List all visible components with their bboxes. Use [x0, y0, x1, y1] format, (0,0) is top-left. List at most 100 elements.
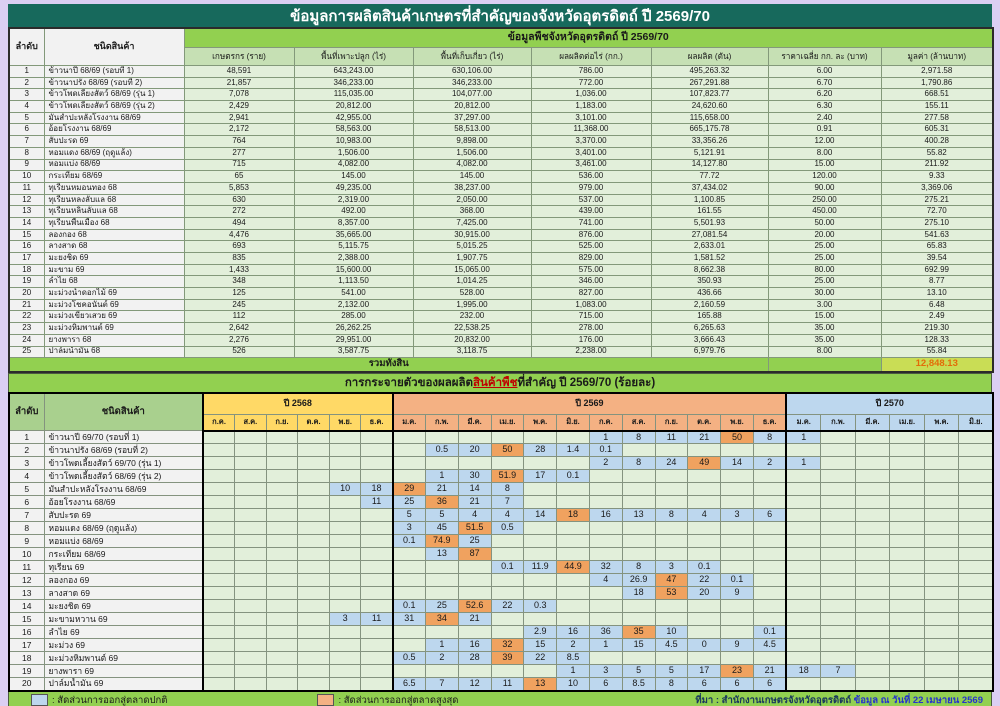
month-value	[752, 495, 787, 510]
product-name: มะม่วงโชคอนันต์ 69	[43, 298, 185, 312]
distribution-title-prefix: การกระจายตัวของผลผลิต	[344, 376, 474, 389]
month-value	[234, 547, 267, 562]
month-value: 1.4	[556, 443, 590, 458]
month-value: 26.9	[621, 573, 656, 588]
year-group-header: ปี 2568	[202, 392, 394, 415]
normal-market-label: : สัดส่วนการออกสู่ตลาดปกติ	[52, 694, 168, 706]
month-value	[687, 521, 722, 536]
month-value	[923, 599, 960, 614]
month-value	[297, 521, 330, 536]
table-row: 1 ข้าวนาปี 68/69 (รอบที่ 1) 48,591 643,243.…	[8, 65, 994, 78]
month-value	[391, 560, 426, 575]
production-value: 525.00	[530, 240, 652, 253]
table-row: 5 มันสำปะหลังโรงงาน 68/69 2,941 42,955.00 37…	[8, 111, 994, 125]
table-row: 25 ปาล์มน้ำมัน 68 526 3,587.75 3,118.75 2,238…	[8, 345, 994, 359]
month-header: ก.พ.	[424, 413, 459, 432]
month-value	[202, 677, 236, 692]
month-value: 5	[621, 664, 656, 679]
month-value	[424, 664, 459, 679]
month-value	[889, 638, 925, 653]
production-value: 277.58	[880, 111, 994, 125]
month-value: 34	[424, 612, 459, 627]
production-table: ลำดับ ชนิดสินค้า ข้อมูลพืชจังหวัดอุตรดิต…	[8, 27, 994, 373]
month-value	[328, 495, 362, 510]
month-value	[854, 469, 891, 484]
month-value: 4	[588, 573, 623, 588]
production-value: 278.00	[530, 322, 652, 335]
product-name: ลองกอง 68	[43, 228, 185, 242]
production-value: 1,113.50	[293, 275, 414, 289]
month-value	[958, 456, 994, 471]
production-value: 2,172	[183, 123, 295, 137]
production-subheader-row: เกษตรกร (ราย) พื้นที่เพาะปลูก (ไร่) พื้น…	[9, 47, 994, 66]
month-header: ก.ย.	[654, 413, 689, 432]
month-value	[234, 664, 267, 679]
product-name: มะขามหวาน 69	[43, 612, 204, 627]
month-value	[720, 443, 754, 458]
month-value: 11	[360, 612, 394, 627]
month-value	[654, 521, 689, 536]
production-value: 2,971.58	[880, 65, 994, 78]
production-value: 21,857	[183, 76, 295, 90]
production-value: 15.00	[767, 158, 882, 172]
production-value: 9.33	[880, 170, 994, 183]
month-value: 1	[424, 469, 459, 484]
month-value: 22	[490, 599, 525, 614]
month-value	[457, 430, 492, 445]
product-name: ข้าวโพดเลี้ยงสัตว์ 68/69 (รุ่น 1)	[43, 88, 185, 102]
month-value: 14	[720, 456, 754, 471]
month-value	[265, 495, 299, 510]
month-value	[654, 482, 689, 497]
row-number: 19	[8, 275, 45, 289]
production-value: 526	[183, 345, 295, 359]
month-value	[391, 547, 426, 562]
row-number: 11	[8, 181, 45, 195]
column-header-harvested-area: พื้นที่เก็บเกี่ยว (ไร่)	[412, 47, 532, 66]
row-number: 7	[8, 135, 45, 148]
month-value	[687, 495, 722, 510]
month-value	[687, 547, 722, 562]
month-value	[958, 599, 994, 614]
table-row: 20 ปาล์มน้ำมัน 69 6.5 7 12 11 13 10 6 8.5 8 6 6 6	[8, 677, 994, 692]
month-value: 15	[621, 638, 656, 653]
month-value	[457, 456, 492, 471]
production-value: 827.00	[530, 287, 652, 300]
month-value	[588, 586, 623, 601]
month-value: 24	[654, 456, 689, 471]
month-value	[889, 586, 925, 601]
month-value	[234, 586, 267, 601]
production-value: 245	[183, 298, 295, 312]
month-value: 2	[752, 456, 787, 471]
column-header-output: ผลผลิต (ตัน)	[650, 47, 769, 66]
month-value	[785, 443, 822, 458]
month-value	[424, 430, 459, 445]
month-value	[523, 482, 558, 497]
peak-market-swatch	[317, 694, 335, 706]
month-value: 0.3	[523, 599, 558, 614]
month-value	[752, 612, 787, 627]
month-value	[720, 625, 754, 640]
row-number: 19	[8, 664, 45, 679]
month-value	[588, 534, 623, 549]
month-value: 16	[457, 638, 492, 653]
production-value: 29,951.00	[293, 333, 414, 347]
month-value	[360, 469, 394, 484]
production-value: 107,823.77	[650, 88, 769, 102]
month-value: 5	[654, 664, 689, 679]
month-value	[889, 430, 925, 445]
table-row: 6 อ้อยโรงงาน 68/69 11 25 36 21 7	[8, 495, 994, 510]
table-row: 14 มะยงชิด 69 0.1 25 52.6 22 0.3	[8, 599, 994, 614]
column-header-yield-per-rai: ผลผลิตต่อไร่ (กก.)	[530, 47, 652, 66]
month-value	[785, 547, 822, 562]
row-number: 6	[8, 123, 45, 137]
month-value	[889, 664, 925, 679]
dist-year-row: ลำดับ ชนิดสินค้า ปี 2568 ปี 2569 ปี 2570	[8, 392, 994, 432]
month-value	[889, 521, 925, 536]
table-row: 3 ข้าวโพดเลี้ยงสัตว์ 69/70 (รุ่น 1) 2 8 24 49…	[8, 456, 994, 471]
month-value	[202, 534, 236, 549]
row-number: 6	[8, 495, 45, 510]
month-value	[328, 677, 362, 692]
product-name: ลางสาด 68	[43, 240, 185, 253]
production-value: 125	[183, 287, 295, 300]
month-value	[328, 521, 362, 536]
